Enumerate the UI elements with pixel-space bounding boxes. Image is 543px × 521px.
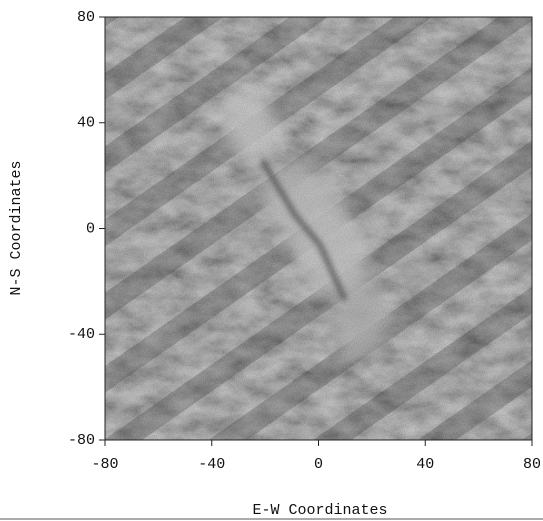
y-axis-title: N-S Coordinates — [8, 160, 25, 295]
x-tick-label: 40 — [416, 456, 434, 473]
x-tick-label: -40 — [198, 456, 225, 473]
x-tick-label: 0 — [314, 456, 323, 473]
x-axis-title: E-W Coordinates — [252, 502, 387, 519]
x-tick-label: 80 — [523, 456, 541, 473]
y-tick-label: -80 — [68, 432, 95, 449]
y-tick-label: 0 — [86, 220, 95, 237]
y-tick-label: 80 — [77, 9, 95, 26]
y-tick-label: 40 — [77, 115, 95, 132]
image — [105, 17, 532, 440]
y-tick-label: -40 — [68, 326, 95, 343]
x-tick-label: -80 — [91, 456, 118, 473]
